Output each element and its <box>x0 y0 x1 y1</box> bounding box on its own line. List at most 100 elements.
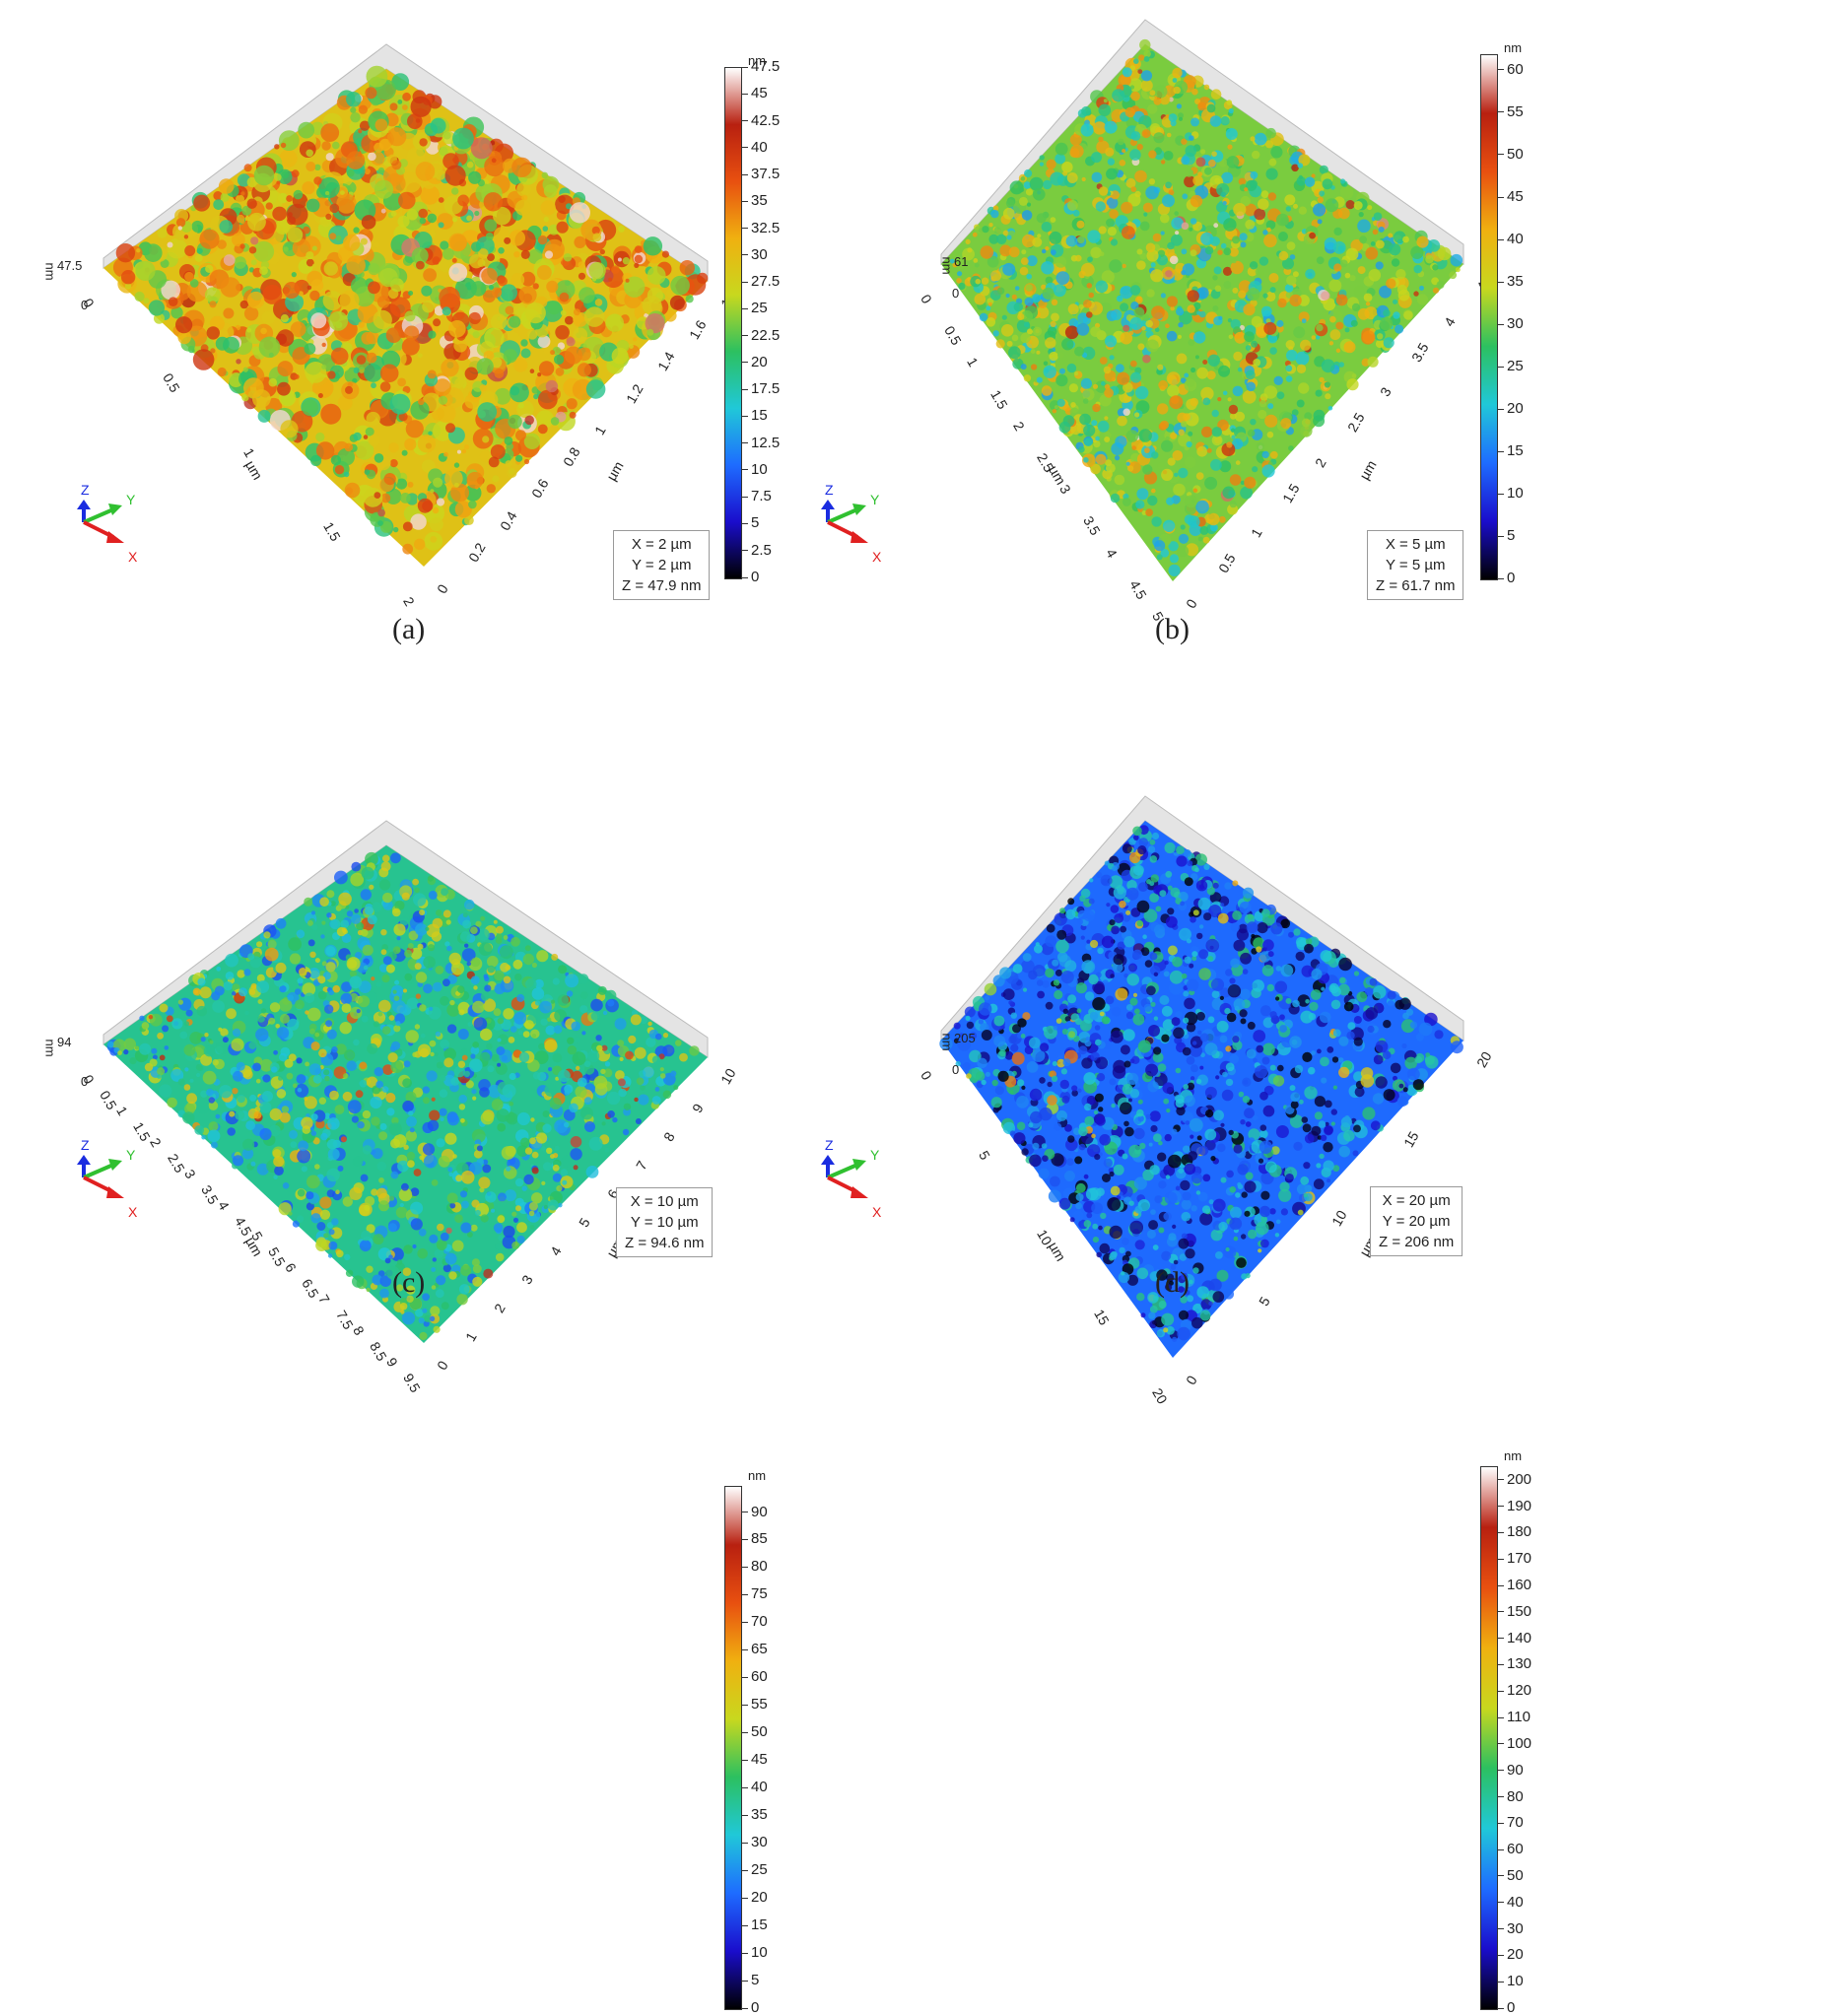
surface-feature <box>1160 421 1169 430</box>
surface-feature <box>429 1235 438 1243</box>
surface-feature <box>343 1092 353 1102</box>
surface-feature <box>513 960 523 970</box>
y-arrow <box>84 509 113 522</box>
surface-feature <box>375 1081 383 1089</box>
surface-feature <box>434 1326 441 1333</box>
surface-feature <box>510 383 529 403</box>
surface-feature <box>363 1145 373 1155</box>
surface-feature <box>408 943 414 949</box>
surface-feature <box>320 404 341 425</box>
surface-feature <box>575 1037 580 1042</box>
surface-feature <box>1092 404 1100 412</box>
surface-feature <box>652 1055 660 1063</box>
surface-feature <box>509 1037 515 1043</box>
surface-feature <box>578 974 589 984</box>
surface-feature <box>575 1086 586 1098</box>
surface-feature <box>605 1061 610 1066</box>
surface-feature <box>551 1000 555 1004</box>
surface-feature <box>1232 235 1240 243</box>
surface-feature <box>441 1117 444 1121</box>
surface-feature <box>437 1062 443 1069</box>
surface-feature <box>402 1101 414 1112</box>
surface-feature <box>510 1026 517 1033</box>
surface-feature <box>1191 195 1202 207</box>
surface-feature <box>429 891 438 900</box>
surface-feature <box>441 1233 449 1242</box>
surface-feature <box>273 1176 277 1179</box>
surface-feature <box>1163 520 1175 532</box>
surface-feature <box>1217 250 1222 255</box>
surface-feature <box>390 102 398 110</box>
surface-feature <box>1007 341 1013 347</box>
surface-feature <box>510 230 525 245</box>
surface-feature <box>468 501 477 509</box>
surface-feature <box>204 1045 215 1056</box>
surface-feature <box>1221 243 1227 249</box>
surface-feature <box>505 1189 516 1201</box>
surface-feature <box>647 1022 651 1026</box>
info-line: Y = 2 µm <box>622 555 701 575</box>
surface-feature <box>1084 437 1093 446</box>
surface-feature <box>423 956 436 969</box>
surface-feature <box>362 215 376 230</box>
surface-feature <box>383 956 392 965</box>
surface-feature <box>1024 169 1032 177</box>
surface-feature <box>281 314 289 322</box>
surface-feature <box>680 260 695 275</box>
surface-feature <box>465 368 478 380</box>
surface-feature <box>331 455 341 465</box>
surface-feature <box>1357 220 1371 234</box>
surface-feature <box>378 168 384 173</box>
surface-feature <box>550 1098 562 1109</box>
surface-feature <box>1349 275 1355 281</box>
surface-feature <box>430 536 437 543</box>
surface-feature <box>1081 106 1091 116</box>
surface-feature <box>390 394 411 415</box>
surface-feature <box>477 358 494 374</box>
surface-feature <box>1079 414 1091 426</box>
surface-feature <box>432 1179 439 1186</box>
surface-feature <box>1061 338 1073 350</box>
colorbar-tick: 32.5 <box>742 220 780 236</box>
surface-feature <box>394 980 399 985</box>
surface-feature <box>367 66 388 88</box>
surface-feature <box>513 251 519 257</box>
surface-feature <box>1417 294 1428 304</box>
surface-feature <box>280 1014 290 1024</box>
surface-feature <box>1106 903 1110 907</box>
surface-feature <box>525 978 536 989</box>
surface-feature <box>1120 160 1126 167</box>
colorbar-tick: 20 <box>742 1889 768 1906</box>
surface-feature <box>375 119 388 132</box>
surface-feature <box>1151 305 1165 319</box>
surface-feature <box>1223 247 1231 255</box>
surface-feature <box>1223 281 1231 289</box>
surface-feature <box>1104 99 1108 102</box>
surface-feature <box>513 1012 526 1025</box>
surface-feature <box>1197 1135 1202 1140</box>
surface-feature <box>1234 998 1246 1010</box>
surface-feature <box>437 1224 444 1232</box>
surface-feature <box>343 1073 349 1079</box>
surface-feature <box>1189 228 1192 232</box>
surface-feature <box>1230 474 1242 486</box>
surface-feature <box>1380 317 1393 330</box>
surface-feature <box>336 235 342 241</box>
surface-feature <box>329 990 334 995</box>
surface-feature <box>508 415 521 429</box>
surface-feature <box>233 1029 240 1037</box>
surface-feature <box>1391 1063 1401 1074</box>
surface-feature <box>1384 337 1395 348</box>
surface-feature <box>1297 400 1305 408</box>
surface-feature <box>184 1044 196 1056</box>
surface-feature <box>576 1066 579 1070</box>
surface-feature <box>1143 203 1153 213</box>
surface-feature <box>1244 187 1248 191</box>
surface-feature <box>414 539 425 550</box>
surface-feature <box>1136 488 1148 500</box>
surface-feature <box>567 337 576 346</box>
surface-feature <box>429 1110 440 1121</box>
colorbar-tick: 12.5 <box>742 435 780 451</box>
surface-feature <box>380 381 391 392</box>
surface-feature <box>551 954 558 961</box>
